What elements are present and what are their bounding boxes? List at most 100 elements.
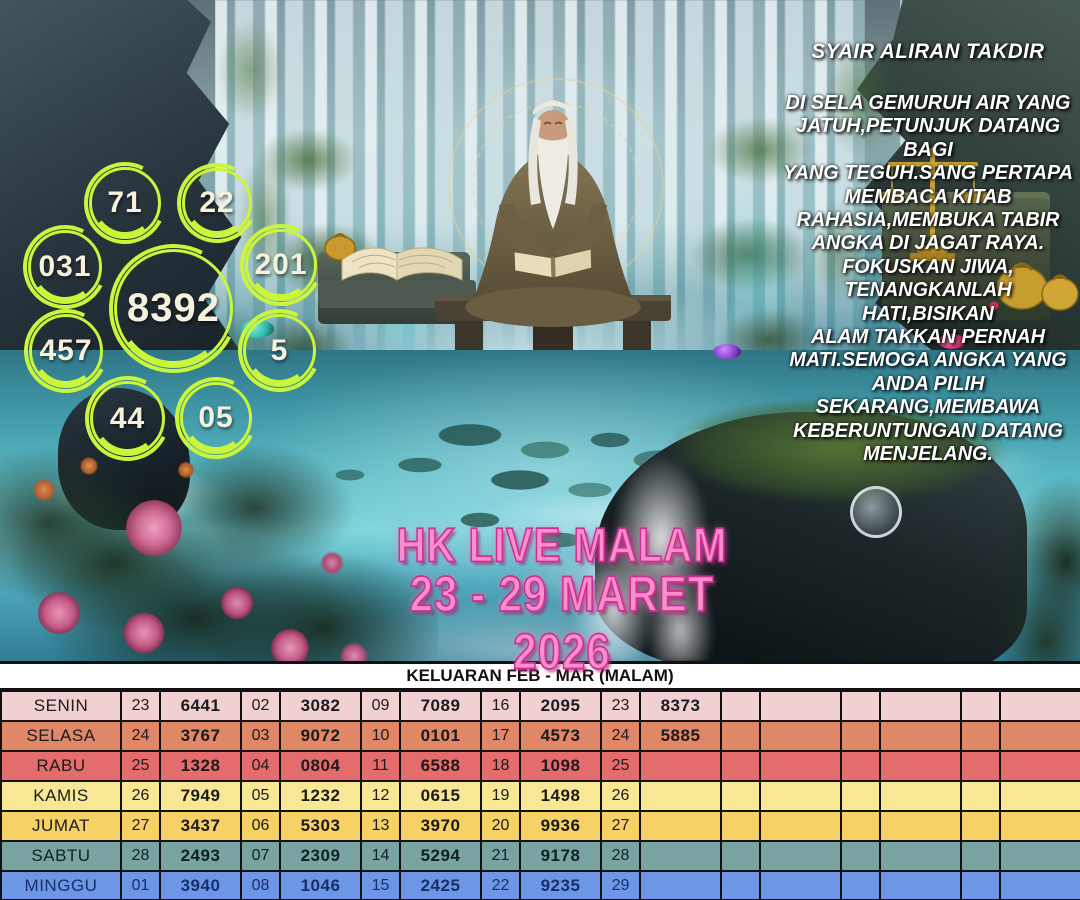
date-cell — [840, 720, 881, 752]
result-cell: 5885 — [639, 720, 722, 752]
golden-scale-icon — [876, 147, 1079, 311]
date-cell — [960, 720, 1001, 752]
result-cell: 3940 — [159, 870, 242, 900]
syair-line: DI SELA GEMURUH AIR YANG — [785, 92, 1071, 114]
result-cell: 2425 — [399, 870, 482, 900]
result-cell — [759, 720, 842, 752]
result-cell: 8373 — [639, 690, 722, 722]
syair-text-block: SYAIR ALIRAN TAKDIR DI SELA GEMURUH AIR … — [776, 40, 1080, 467]
date-cell: 06 — [240, 810, 281, 842]
date-cell: 26 — [120, 780, 161, 812]
syair-line: MEMBACA KITAB — [844, 185, 1012, 208]
number-circle: 201 — [245, 229, 317, 301]
sage-figure — [435, 100, 671, 373]
date-cell: 10 — [360, 720, 401, 752]
day-cell: RABU — [0, 750, 122, 782]
syair-line: ANDA PILIH — [871, 372, 985, 395]
result-cell — [759, 870, 842, 900]
result-cell: 2493 — [159, 840, 242, 872]
date-cell: 19 — [480, 780, 521, 812]
result-cell — [639, 780, 722, 812]
result-cell: 5303 — [279, 810, 362, 842]
date-cell: 03 — [240, 720, 281, 752]
day-cell: SELASA — [0, 720, 122, 752]
result-cell: 9178 — [519, 840, 602, 872]
result-cell — [759, 840, 842, 872]
number-circle: 457 — [29, 314, 103, 388]
result-cell — [999, 840, 1080, 872]
rose-bush — [0, 428, 438, 662]
mossy-ledge-right — [680, 95, 840, 375]
date-cell — [840, 690, 881, 722]
result-cell — [879, 870, 962, 900]
date-cell — [960, 780, 1001, 812]
result-cell: 4573 — [519, 720, 602, 752]
result-cell: 6441 — [159, 690, 242, 722]
result-cell: 7089 — [399, 690, 482, 722]
result-cell: 5294 — [399, 840, 482, 872]
date-cell — [720, 810, 761, 842]
syair-line: FOKUSKAN JIWA, — [842, 255, 1014, 278]
number-circle: 22 — [182, 168, 252, 238]
moon-glyph — [850, 486, 902, 538]
result-cell — [759, 780, 842, 812]
date-cell — [720, 840, 761, 872]
circle-number: 05 — [198, 401, 234, 434]
number-circle: 031 — [28, 230, 102, 304]
date-cell: 26 — [600, 780, 641, 812]
result-cell — [999, 750, 1080, 782]
syair-line: ANGKA DI JAGAT RAYA. — [811, 232, 1045, 255]
date-cell: 28 — [600, 840, 641, 872]
date-cell — [960, 810, 1001, 842]
date-cell — [960, 870, 1001, 900]
day-cell: KAMIS — [0, 780, 122, 812]
result-cell — [639, 810, 722, 842]
number-circle: 5 — [243, 314, 316, 387]
table-row-jumat: JUMAT 27 3437 06 5303 13 3970 20 9936 27 — [0, 810, 1080, 842]
result-cell: 3970 — [399, 810, 482, 842]
result-cell — [639, 750, 722, 782]
number-circle-main: 8392 — [114, 249, 233, 368]
result-cell — [999, 870, 1080, 900]
foliage-right — [996, 462, 1080, 662]
circle-number: 22 — [199, 186, 235, 219]
date-cell: 25 — [600, 750, 641, 782]
date-cell: 09 — [360, 690, 401, 722]
result-cell: 1098 — [519, 750, 602, 782]
date-cell — [720, 690, 761, 722]
table-row-senin: SENIN 23 6441 02 3082 09 7089 16 2095 23 8373 — [0, 690, 1080, 722]
result-cell: 9936 — [519, 810, 602, 842]
result-cell — [999, 690, 1080, 722]
circle-number: 031 — [38, 250, 92, 283]
result-cell — [879, 840, 962, 872]
date-cell: 02 — [240, 690, 281, 722]
date-cell — [960, 690, 1001, 722]
date-cell: 18 — [480, 750, 521, 782]
circle-number: 201 — [254, 248, 308, 281]
result-cell — [879, 810, 962, 842]
result-cell — [999, 720, 1080, 752]
result-cell — [999, 810, 1080, 842]
results-section: KELUARAN FEB - MAR (MALAM) SENIN 23 6441 02… — [0, 661, 1080, 900]
syair-line: YANG TEGUH.SANG PERTAPA — [782, 162, 1074, 185]
syair-title: SYAIR ALIRAN TAKDIR — [811, 40, 1045, 63]
result-cell: 0101 — [399, 720, 482, 752]
table-row-kamis: KAMIS 26 7949 05 1232 12 0615 19 1498 26 — [0, 780, 1080, 812]
date-cell — [840, 870, 881, 900]
poster-title-line2: 23 - 29 MARET 2026 — [409, 565, 715, 681]
date-cell: 16 — [480, 690, 521, 722]
red-gem — [938, 334, 966, 349]
date-cell — [960, 840, 1001, 872]
date-cell: 23 — [120, 690, 161, 722]
poster-title: HK LIVE MALAM 23 - 29 MARET 2026 — [372, 519, 752, 681]
number-circle: 05 — [180, 382, 252, 454]
result-cell — [639, 840, 722, 872]
date-cell — [840, 810, 881, 842]
number-circle: 71 — [89, 167, 161, 239]
result-cell — [879, 720, 962, 752]
day-cell: SENIN — [0, 690, 122, 722]
date-cell: 04 — [240, 750, 281, 782]
date-cell: 11 — [360, 750, 401, 782]
date-cell: 07 — [240, 840, 281, 872]
date-cell: 27 — [120, 810, 161, 842]
